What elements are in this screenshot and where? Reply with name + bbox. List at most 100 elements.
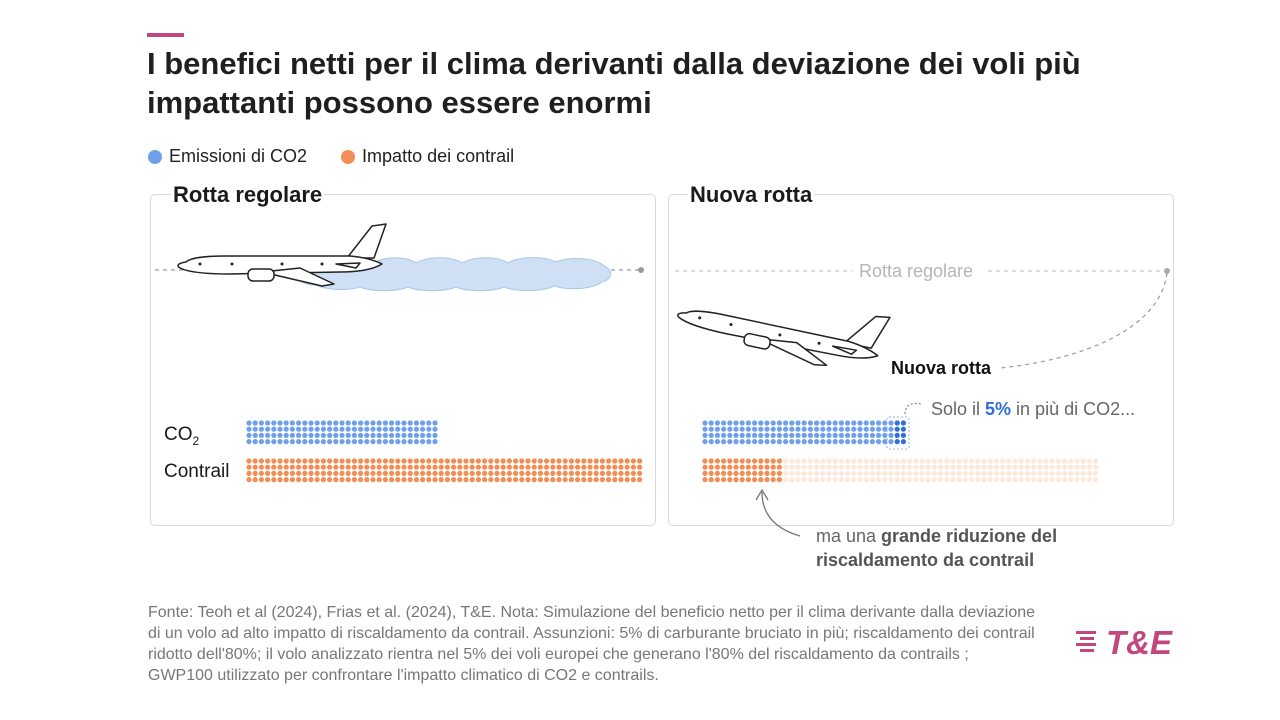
contrail-dot: [1086, 477, 1092, 483]
contrail-dot: [612, 470, 618, 476]
co2-dot: [358, 439, 364, 445]
co2-dot: [894, 420, 900, 426]
contrail-dot: [482, 477, 488, 483]
co2-dot: [714, 439, 721, 445]
contrail-dot: [708, 477, 714, 483]
co2-dot: [863, 432, 869, 438]
co2-dot: [894, 432, 900, 438]
contrail-dot: [612, 458, 618, 464]
contrail-dot: [401, 477, 407, 483]
contrail-dot: [1037, 477, 1043, 483]
contrail-dot: [1024, 464, 1030, 470]
co2-dot: [882, 439, 888, 445]
contrail-dot: [1012, 464, 1018, 470]
co2-dot: [807, 426, 814, 432]
contrail-dot: [252, 464, 258, 470]
co2-dot: [795, 420, 801, 426]
co2-dot: [302, 439, 308, 445]
contrail-dot: [320, 458, 326, 464]
co2-dot: [888, 420, 894, 426]
contrail-dot: [739, 477, 745, 483]
contrail-dot: [351, 458, 357, 464]
co2-dot: [801, 439, 807, 445]
co2-dot: [714, 426, 721, 432]
co2-dot: [745, 426, 752, 432]
contrail-dot: [739, 464, 745, 470]
contrail-dot: [764, 458, 770, 464]
co2-dot: [252, 439, 258, 445]
co2-dot: [770, 439, 776, 445]
contrail-annotation-bold: grande riduzione del riscaldamento da co…: [816, 526, 1058, 570]
co2-dot: [407, 420, 413, 426]
contrail-dot: [265, 458, 271, 464]
contrail-dot: [944, 477, 950, 483]
contrail-dot: [568, 470, 575, 476]
contrail-dot: [1093, 458, 1099, 464]
contrail-dot: [876, 464, 882, 470]
co2-dot: [351, 432, 357, 438]
co2-dot: [382, 432, 388, 438]
contrail-dot: [246, 464, 252, 470]
co2-dot: [339, 439, 345, 445]
dots-contrail-new: [702, 458, 1099, 483]
co2-dot: [851, 426, 857, 432]
contrail-dot: [776, 470, 783, 476]
contrail-dot: [488, 458, 494, 464]
contrail-dot: [296, 477, 302, 483]
co2-dot: [733, 439, 739, 445]
contrail-dot: [801, 477, 807, 483]
contrail-dot: [925, 458, 931, 464]
co2-dot: [320, 426, 326, 432]
co2-dot: [327, 420, 333, 426]
contrail-dot: [931, 477, 938, 483]
co2-dot: [708, 439, 714, 445]
co2-dot: [770, 432, 776, 438]
co2-dot: [389, 426, 395, 432]
contrail-dot: [962, 464, 969, 470]
contrail-dot: [302, 458, 308, 464]
co2-dot: [758, 439, 764, 445]
contrail-dot: [919, 470, 925, 476]
contrail-dot: [721, 464, 727, 470]
contrail-dot: [721, 470, 727, 476]
contrail-dot: [1074, 477, 1080, 483]
contrail-dot: [513, 464, 519, 470]
co2-dot: [302, 420, 308, 426]
co2-dot: [714, 420, 721, 426]
co2-dot: [851, 432, 857, 438]
contrail-dot: [320, 477, 326, 483]
contrail-dot: [1012, 470, 1018, 476]
contrail-dot: [320, 464, 326, 470]
route-label-new: Nuova rotta: [891, 358, 992, 379]
co2-dot: [727, 432, 733, 438]
co2-dot: [733, 420, 739, 426]
contrail-dot: [370, 458, 376, 464]
contrail-dot: [581, 458, 587, 464]
contrail-dot: [826, 458, 832, 464]
contrail-dot: [789, 470, 795, 476]
contrail-dot: [320, 470, 326, 476]
contrail-dot: [1024, 477, 1030, 483]
contrail-dot: [907, 464, 913, 470]
contrail-dot: [975, 464, 981, 470]
contrail-dot: [444, 464, 450, 470]
contrail-dot: [1068, 464, 1074, 470]
contrail-dot: [265, 464, 271, 470]
co2-dot: [420, 432, 426, 438]
co2-dot: [432, 420, 438, 426]
co2-dot: [376, 420, 382, 426]
co2-dot: [745, 439, 752, 445]
contrail-dot: [758, 458, 764, 464]
contrail-dot: [420, 464, 426, 470]
contrail-dot: [351, 477, 357, 483]
contrail-dot: [271, 470, 277, 476]
contrail-dot: [919, 477, 925, 483]
contrail-dot: [618, 458, 624, 464]
co2-annotation-pct: 5%: [985, 399, 1012, 419]
contrail-dot: [327, 458, 333, 464]
contrail-dot: [420, 458, 426, 464]
contrail-dot: [296, 470, 302, 476]
contrail-dot: [314, 470, 320, 476]
contrail-annotation-arrowhead: [755, 488, 769, 501]
co2-dot: [265, 432, 271, 438]
